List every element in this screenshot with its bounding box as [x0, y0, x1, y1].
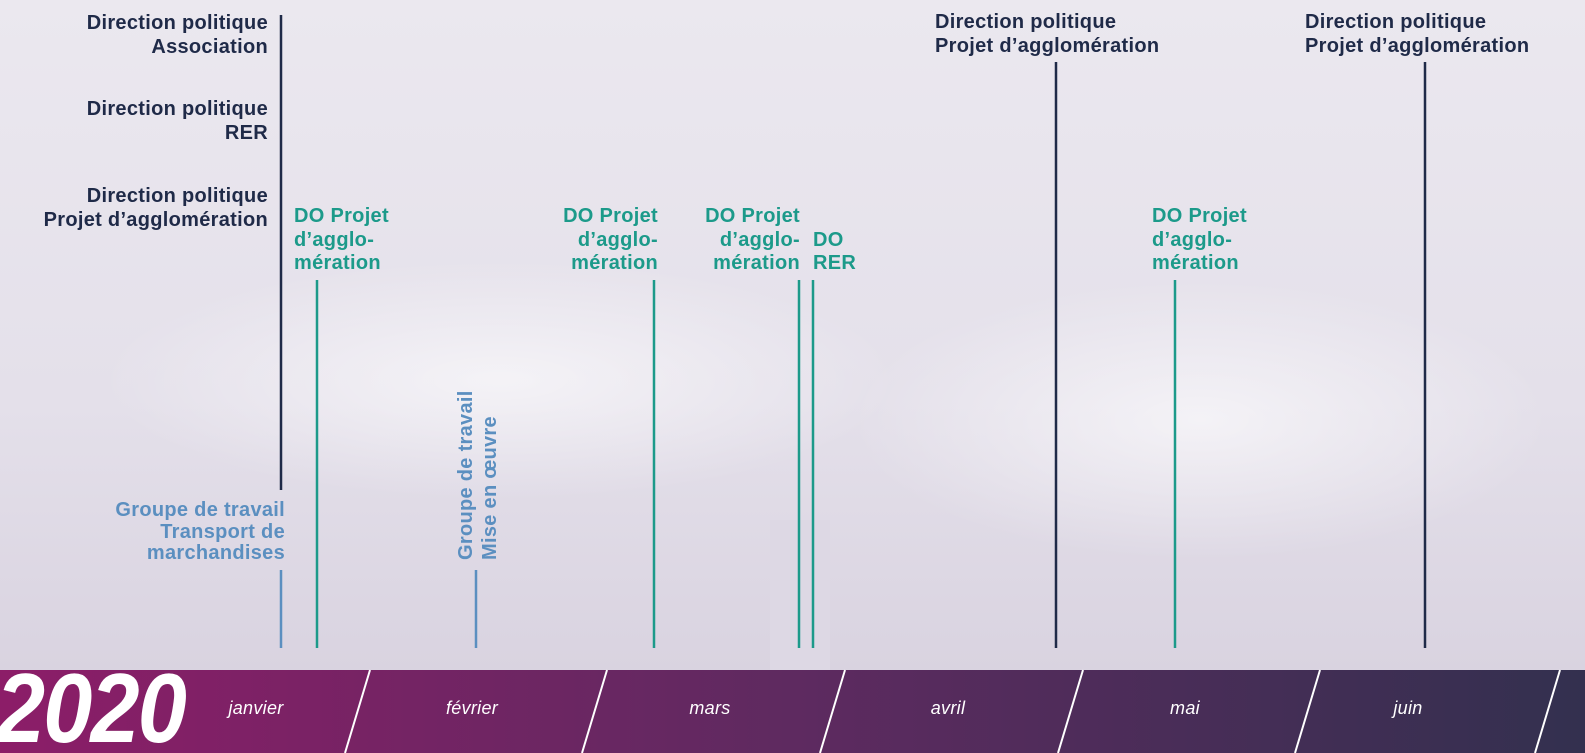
- event-label: marchandises: [147, 542, 285, 564]
- event-label: DO Projet: [705, 205, 800, 227]
- month: juin: [1390, 698, 1422, 718]
- event-label: Direction politique: [87, 12, 268, 34]
- event-label: Direction politique: [1305, 11, 1486, 33]
- month: mars: [689, 698, 730, 718]
- event-label: Projet d’agglomération: [1305, 35, 1529, 57]
- year: 2020: [0, 654, 186, 753]
- event-label: Direction politique: [87, 185, 268, 207]
- timeline: 2020 janvier février mars avril mai juin…: [0, 0, 1585, 753]
- haze: [850, 280, 1550, 560]
- month: février: [446, 698, 499, 718]
- event-label: RER: [813, 252, 856, 274]
- event-label: Association: [151, 36, 268, 58]
- event-label: DO: [813, 229, 844, 251]
- event-label: d’agglo-: [294, 229, 374, 251]
- month: janvier: [225, 698, 284, 718]
- event-label: Groupe de travail: [115, 499, 285, 521]
- event-label: Mise en œuvre: [479, 416, 501, 560]
- event-label: DO Projet: [563, 205, 658, 227]
- event-label: Direction politique: [87, 98, 268, 120]
- event-label: RER: [225, 122, 268, 144]
- event-label: mération: [294, 252, 381, 274]
- event-label: d’agglo-: [1152, 229, 1232, 251]
- event-label: Groupe de travail: [455, 390, 477, 560]
- event-label: DO Projet: [1152, 205, 1247, 227]
- month: mai: [1170, 698, 1201, 718]
- event-label: Direction politique: [935, 11, 1116, 33]
- event-label: Projet d’agglomération: [935, 35, 1159, 57]
- event-label: Projet d’agglomération: [44, 209, 268, 231]
- month: avril: [931, 698, 966, 718]
- event-label: mération: [713, 252, 800, 274]
- event-label: mération: [571, 252, 658, 274]
- event-label: Transport de: [160, 521, 285, 543]
- event-label: mération: [1152, 252, 1239, 274]
- event-label: d’agglo-: [720, 229, 800, 251]
- event-label: DO Projet: [294, 205, 389, 227]
- event-label: d’agglo-: [578, 229, 658, 251]
